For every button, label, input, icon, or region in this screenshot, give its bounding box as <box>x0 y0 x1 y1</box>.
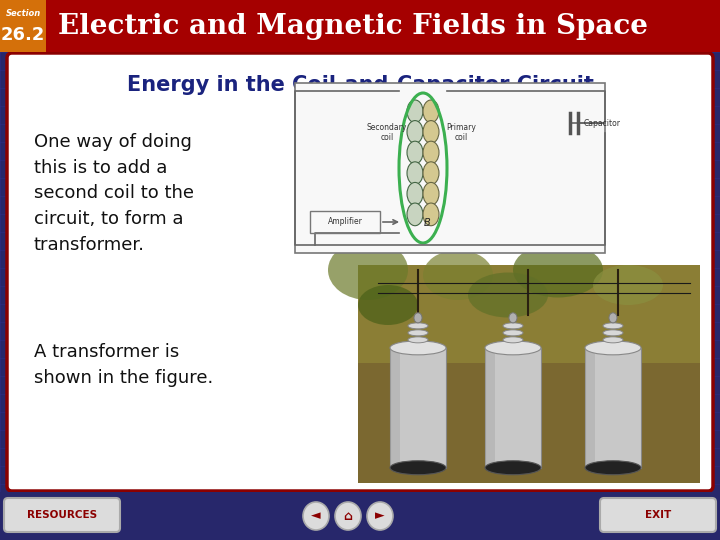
Bar <box>390 348 446 468</box>
Bar <box>585 348 595 468</box>
Ellipse shape <box>593 265 663 305</box>
FancyBboxPatch shape <box>600 498 716 532</box>
Ellipse shape <box>423 141 439 164</box>
Ellipse shape <box>358 285 418 325</box>
Ellipse shape <box>390 341 446 355</box>
Ellipse shape <box>407 100 423 123</box>
Ellipse shape <box>423 250 493 300</box>
Bar <box>295 83 605 253</box>
Ellipse shape <box>585 341 641 355</box>
Ellipse shape <box>423 100 439 123</box>
Bar <box>358 265 700 363</box>
Text: One way of doing
this is to add a
second coil to the
circuit, to form a
transfor: One way of doing this is to add a second… <box>34 133 194 254</box>
Ellipse shape <box>485 461 541 475</box>
Bar <box>358 265 700 483</box>
Text: ◄: ◄ <box>311 510 321 523</box>
Text: Capacitor: Capacitor <box>584 118 621 127</box>
Ellipse shape <box>408 337 428 343</box>
Ellipse shape <box>503 337 523 343</box>
Text: RESOURCES: RESOURCES <box>27 510 97 520</box>
Text: A transformer is
shown in the figure.: A transformer is shown in the figure. <box>34 343 213 387</box>
Ellipse shape <box>407 162 423 185</box>
Ellipse shape <box>423 120 439 143</box>
Text: EXIT: EXIT <box>645 510 671 520</box>
Ellipse shape <box>335 502 361 530</box>
FancyBboxPatch shape <box>7 53 713 491</box>
Ellipse shape <box>468 273 548 318</box>
Text: B: B <box>423 218 431 228</box>
Ellipse shape <box>408 330 428 336</box>
Text: Electric and Magnetic Fields in Space: Electric and Magnetic Fields in Space <box>58 14 648 40</box>
Ellipse shape <box>509 313 517 323</box>
Ellipse shape <box>603 330 623 336</box>
Ellipse shape <box>407 141 423 164</box>
Bar <box>0 492 720 540</box>
Ellipse shape <box>423 183 439 205</box>
Ellipse shape <box>585 461 641 475</box>
Ellipse shape <box>503 323 523 329</box>
Text: Amplifier: Amplifier <box>328 218 362 226</box>
Text: Primary
coil: Primary coil <box>446 123 476 143</box>
Bar <box>0 0 46 52</box>
Ellipse shape <box>423 203 439 226</box>
Ellipse shape <box>390 461 446 475</box>
Bar <box>390 348 400 468</box>
Ellipse shape <box>407 183 423 205</box>
Bar <box>310 211 380 233</box>
Ellipse shape <box>407 203 423 226</box>
Ellipse shape <box>303 502 329 530</box>
Ellipse shape <box>423 162 439 185</box>
Ellipse shape <box>367 502 393 530</box>
Bar <box>585 348 641 468</box>
Ellipse shape <box>513 242 603 298</box>
Ellipse shape <box>408 323 428 329</box>
FancyArrowPatch shape <box>383 220 397 224</box>
Ellipse shape <box>603 323 623 329</box>
Ellipse shape <box>603 337 623 343</box>
Ellipse shape <box>328 240 408 300</box>
Ellipse shape <box>485 341 541 355</box>
Bar <box>0 0 720 52</box>
Ellipse shape <box>407 120 423 143</box>
Ellipse shape <box>503 330 523 336</box>
Text: Secondary
coil: Secondary coil <box>366 123 408 143</box>
Text: ⌂: ⌂ <box>343 510 353 523</box>
Text: 26.2: 26.2 <box>1 26 45 44</box>
FancyBboxPatch shape <box>4 498 120 532</box>
Bar <box>485 348 541 468</box>
Ellipse shape <box>414 313 422 323</box>
Ellipse shape <box>609 313 617 323</box>
Text: ►: ► <box>375 510 384 523</box>
Text: Section: Section <box>5 10 40 18</box>
Text: Energy in the Coil-and-Capacitor Circuit: Energy in the Coil-and-Capacitor Circuit <box>127 75 593 95</box>
Bar <box>485 348 495 468</box>
